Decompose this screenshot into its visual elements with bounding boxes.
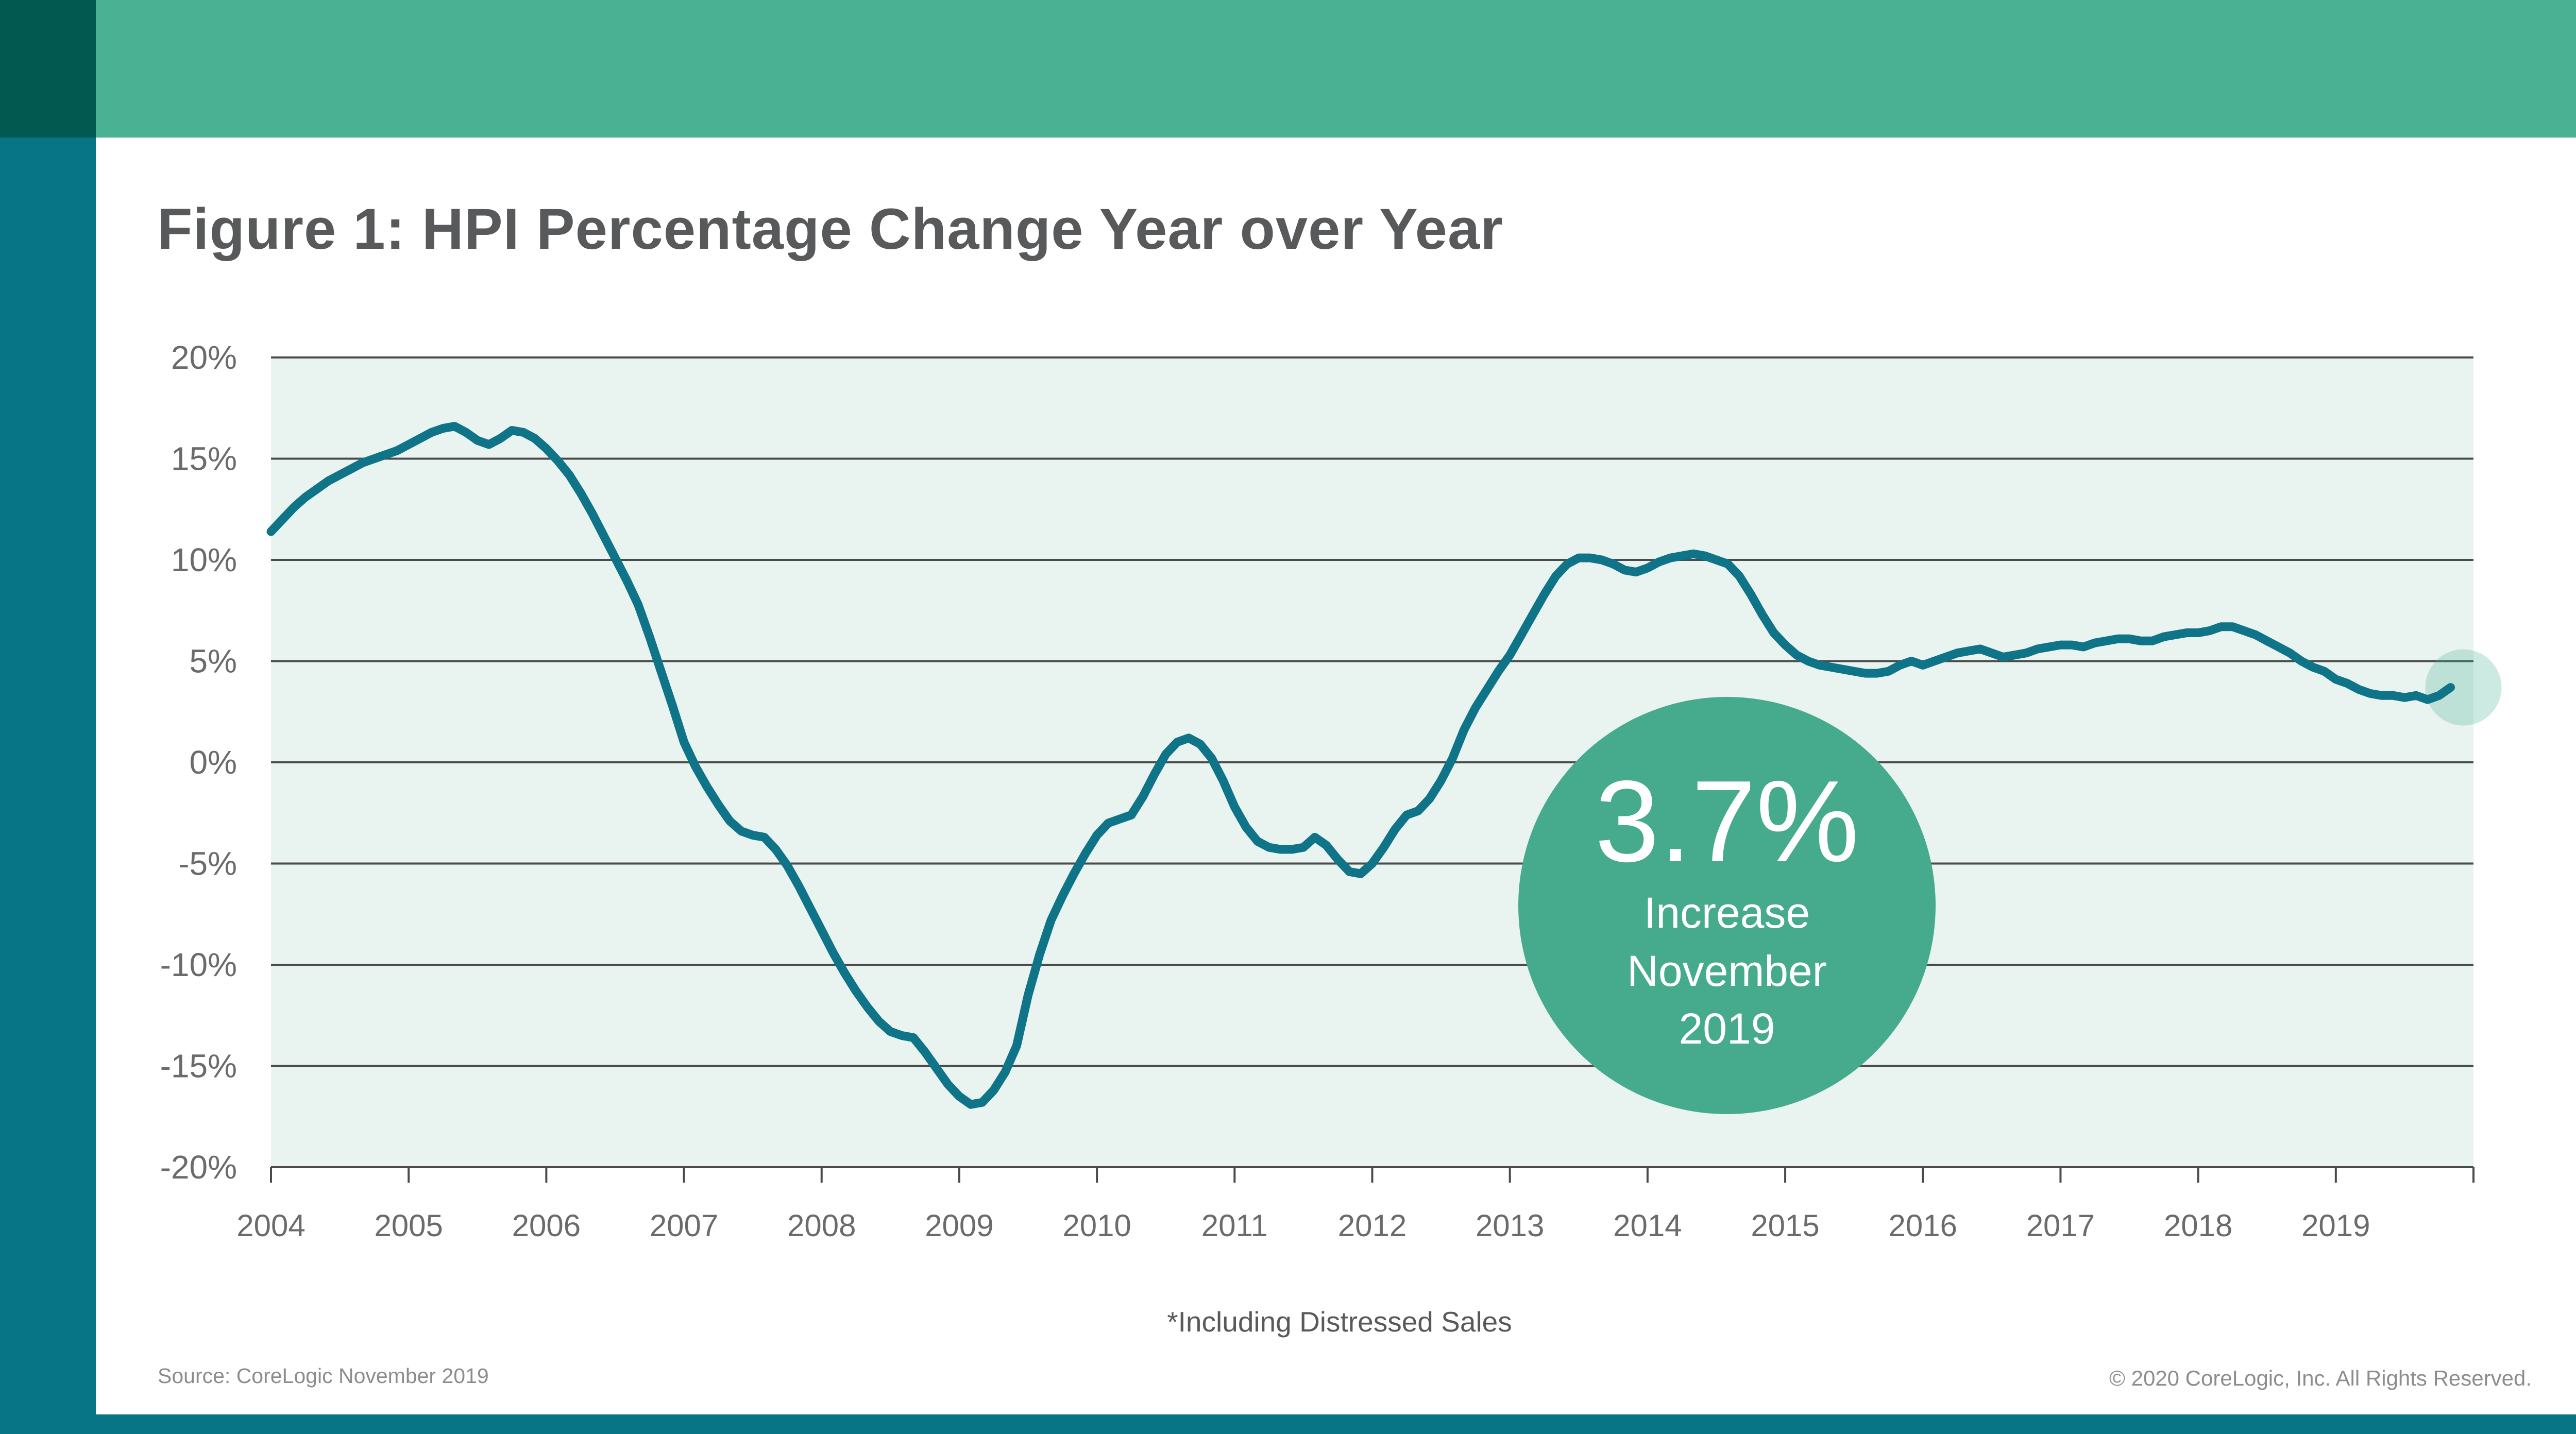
x-tick-label: 2011 <box>1201 1208 1268 1243</box>
y-tick-label: 5% <box>190 643 238 680</box>
hpi-line <box>266 422 2455 1109</box>
x-tick-label: 2004 <box>236 1208 305 1243</box>
corner-block <box>0 0 96 138</box>
x-tick-label: 2006 <box>512 1208 581 1243</box>
x-tick-label: 2009 <box>925 1208 993 1243</box>
y-tick-label: 0% <box>190 744 238 781</box>
x-tick-label: 2018 <box>2164 1208 2232 1243</box>
source-note: Source: CoreLogic November 2019 <box>158 1364 489 1388</box>
highlight-badge: 3.7% Increase November 2019 <box>1518 697 1936 1114</box>
left-rail <box>0 138 96 1434</box>
x-tick-label: 2008 <box>787 1208 856 1243</box>
x-tick-label: 2017 <box>2026 1208 2095 1243</box>
y-tick-label: 15% <box>171 440 237 477</box>
footnote: *Including Distressed Sales <box>1167 1306 1512 1338</box>
x-tick-label: 2019 <box>2301 1208 2370 1243</box>
y-tick-label: -20% <box>160 1149 237 1186</box>
bottom-bar <box>96 1414 2576 1434</box>
x-tick-label: 2013 <box>1476 1208 1544 1243</box>
x-tick-label: 2010 <box>1062 1208 1131 1243</box>
y-tick-label: 10% <box>171 541 237 578</box>
x-tick-label: 2014 <box>1613 1208 1682 1243</box>
badge-line-month: November <box>1627 946 1827 995</box>
y-tick-label: -10% <box>160 946 237 983</box>
page-title: Figure 1: HPI Percentage Change Year ove… <box>157 197 1503 261</box>
header-bar <box>96 0 2576 138</box>
x-tick-label: 2016 <box>1889 1208 1957 1243</box>
badge-line-increase: Increase <box>1643 889 1810 937</box>
badge-line-year: 2019 <box>1679 1004 1775 1053</box>
badge-value: 3.7% <box>1595 756 1859 886</box>
y-tick-label: -15% <box>160 1048 237 1085</box>
x-tick-label: 2012 <box>1338 1208 1406 1243</box>
copyright-note: © 2020 CoreLogic, Inc. All Rights Reserv… <box>2109 1366 2532 1390</box>
x-tick-label: 2007 <box>650 1208 718 1243</box>
highlight-halo <box>2425 649 2502 726</box>
x-tick-label: 2015 <box>1751 1208 1819 1243</box>
y-tick-label: 20% <box>171 339 237 376</box>
x-tick-label: 2005 <box>374 1208 443 1243</box>
y-tick-label: -5% <box>178 845 237 882</box>
